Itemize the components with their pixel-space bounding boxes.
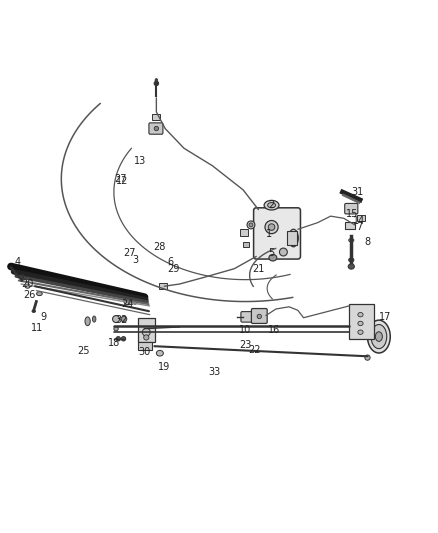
Ellipse shape <box>116 336 120 341</box>
Text: 18: 18 <box>108 338 120 348</box>
Text: 16: 16 <box>268 325 280 335</box>
Text: 6: 6 <box>168 257 174 267</box>
Ellipse shape <box>358 321 363 326</box>
Text: 20: 20 <box>21 279 33 289</box>
Text: 15: 15 <box>346 209 359 219</box>
Ellipse shape <box>124 298 130 304</box>
Text: 25: 25 <box>77 345 89 356</box>
Bar <box>357 215 365 221</box>
Text: 33: 33 <box>208 367 221 377</box>
Text: 28: 28 <box>154 242 166 252</box>
Bar <box>287 231 297 245</box>
Bar <box>138 318 155 342</box>
Ellipse shape <box>32 310 35 312</box>
Ellipse shape <box>156 350 163 356</box>
Ellipse shape <box>279 248 287 256</box>
Bar <box>243 241 249 247</box>
Ellipse shape <box>349 238 354 242</box>
Text: 10: 10 <box>239 325 251 335</box>
Ellipse shape <box>289 229 298 247</box>
Text: 4: 4 <box>14 257 21 267</box>
Text: 27: 27 <box>123 248 135 259</box>
Text: 3: 3 <box>133 255 139 265</box>
Bar <box>240 229 248 236</box>
Text: 32: 32 <box>116 315 128 325</box>
Ellipse shape <box>142 328 150 336</box>
Ellipse shape <box>375 332 382 342</box>
Bar <box>138 342 152 350</box>
Text: 9: 9 <box>41 312 47 322</box>
Bar <box>349 304 374 339</box>
Ellipse shape <box>154 81 159 86</box>
Ellipse shape <box>358 312 363 317</box>
Ellipse shape <box>155 78 158 82</box>
Ellipse shape <box>268 224 275 230</box>
Text: 2: 2 <box>268 200 275 210</box>
Text: 22: 22 <box>248 345 260 355</box>
Ellipse shape <box>36 292 42 296</box>
Text: 11: 11 <box>31 323 43 333</box>
Bar <box>345 222 355 229</box>
Text: 5: 5 <box>268 248 275 259</box>
Text: 7: 7 <box>356 222 362 232</box>
Ellipse shape <box>92 316 96 322</box>
Ellipse shape <box>154 126 159 131</box>
Text: 29: 29 <box>167 264 179 273</box>
Text: 14: 14 <box>353 215 365 225</box>
Ellipse shape <box>249 223 253 227</box>
Ellipse shape <box>371 325 387 349</box>
Ellipse shape <box>113 316 120 322</box>
FancyBboxPatch shape <box>149 123 163 134</box>
Ellipse shape <box>247 221 255 229</box>
Ellipse shape <box>25 284 30 288</box>
Ellipse shape <box>349 258 354 262</box>
Text: 19: 19 <box>158 362 170 372</box>
Text: 17: 17 <box>379 312 392 322</box>
Text: 26: 26 <box>24 290 36 300</box>
FancyBboxPatch shape <box>254 208 300 259</box>
Text: 12: 12 <box>117 176 129 186</box>
Text: 13: 13 <box>134 156 146 166</box>
Text: 1: 1 <box>266 229 272 239</box>
Text: 27: 27 <box>114 174 127 184</box>
Ellipse shape <box>365 355 370 360</box>
Text: 23: 23 <box>239 341 251 350</box>
Text: 21: 21 <box>252 264 265 273</box>
Ellipse shape <box>265 221 278 233</box>
Ellipse shape <box>269 254 277 261</box>
Ellipse shape <box>348 264 354 269</box>
Ellipse shape <box>257 314 261 319</box>
Ellipse shape <box>358 330 363 334</box>
Ellipse shape <box>121 316 127 322</box>
Bar <box>159 282 167 289</box>
Ellipse shape <box>85 317 90 326</box>
Bar <box>152 114 160 120</box>
Ellipse shape <box>144 335 149 340</box>
Ellipse shape <box>268 203 276 208</box>
FancyBboxPatch shape <box>345 204 358 214</box>
Ellipse shape <box>367 320 390 353</box>
FancyBboxPatch shape <box>241 312 252 322</box>
Text: 30: 30 <box>138 347 151 357</box>
Text: 24: 24 <box>121 298 133 309</box>
Text: 31: 31 <box>351 187 363 197</box>
Ellipse shape <box>264 200 279 210</box>
Ellipse shape <box>132 299 138 304</box>
Ellipse shape <box>121 336 126 341</box>
Ellipse shape <box>114 327 118 331</box>
Text: 8: 8 <box>365 237 371 247</box>
FancyBboxPatch shape <box>251 309 267 324</box>
